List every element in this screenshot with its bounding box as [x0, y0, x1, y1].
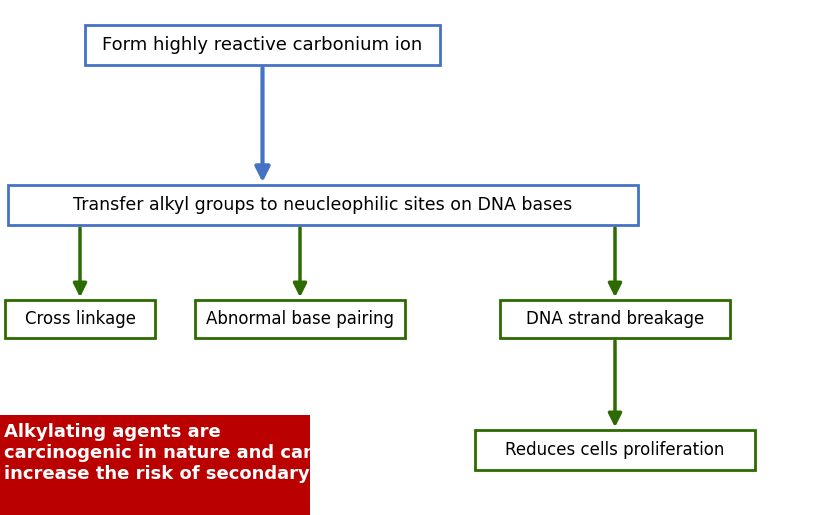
- Text: Abnormal base pairing: Abnormal base pairing: [206, 310, 394, 328]
- FancyBboxPatch shape: [0, 415, 310, 515]
- Text: Form highly reactive carbonium ion: Form highly reactive carbonium ion: [102, 36, 422, 54]
- FancyBboxPatch shape: [8, 185, 638, 225]
- Text: Transfer alkyl groups to neucleophilic sites on DNA bases: Transfer alkyl groups to neucleophilic s…: [73, 196, 573, 214]
- Text: Alkylating agents are
carcinogenic in nature and can
increase the risk of second: Alkylating agents are carcinogenic in na…: [4, 423, 315, 483]
- Text: Cross linkage: Cross linkage: [25, 310, 135, 328]
- Text: DNA strand breakage: DNA strand breakage: [526, 310, 704, 328]
- FancyBboxPatch shape: [475, 430, 755, 470]
- Text: Reduces cells proliferation: Reduces cells proliferation: [505, 441, 725, 459]
- FancyBboxPatch shape: [5, 300, 155, 338]
- FancyBboxPatch shape: [195, 300, 405, 338]
- FancyBboxPatch shape: [500, 300, 730, 338]
- FancyBboxPatch shape: [85, 25, 440, 65]
